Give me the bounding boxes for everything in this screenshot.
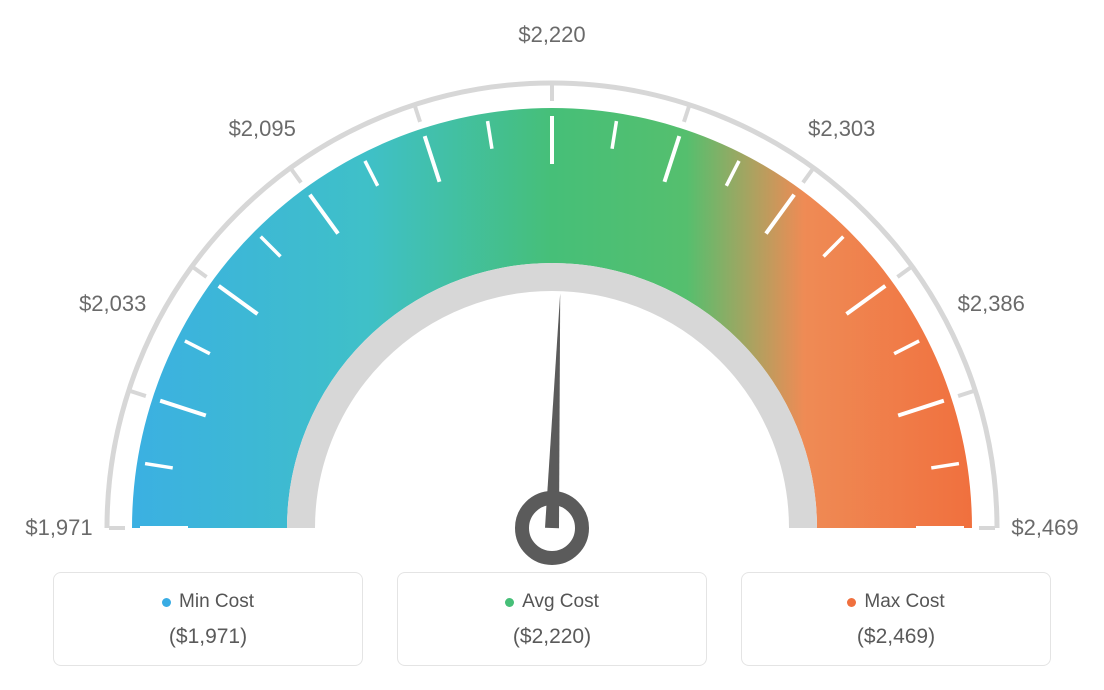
- gauge-chart: $1,971 $2,033 $2,095 $2,220 $2,303 $2,386 $2,4…: [0, 0, 1104, 560]
- dot-icon: [505, 598, 514, 607]
- legend-title: Min Cost: [54, 591, 362, 613]
- legend-card-avg: Avg Cost ($2,220): [397, 572, 707, 666]
- legend-title: Max Cost: [742, 591, 1050, 613]
- gauge-tick-label: $2,386: [958, 291, 1025, 317]
- gauge-tick-label: $2,303: [808, 116, 875, 142]
- gauge-tick-label: $1,971: [25, 515, 92, 541]
- legend-value: ($2,220): [398, 625, 706, 649]
- legend-label: Min Cost: [179, 591, 254, 613]
- legend-label: Max Cost: [864, 591, 944, 613]
- dot-icon: [162, 598, 171, 607]
- gauge-tick-label: $2,469: [1011, 515, 1078, 541]
- gauge-svg: [0, 28, 1104, 588]
- legend-label: Avg Cost: [522, 591, 599, 613]
- gauge-tick-label: $2,220: [518, 22, 585, 48]
- dot-icon: [847, 598, 856, 607]
- legend-title: Avg Cost: [398, 591, 706, 613]
- legend-row: Min Cost ($1,971) Avg Cost ($2,220) Max …: [0, 572, 1104, 666]
- legend-value: ($2,469): [742, 625, 1050, 649]
- gauge-tick-label: $2,095: [229, 116, 296, 142]
- legend-card-min: Min Cost ($1,971): [53, 572, 363, 666]
- gauge-tick-label: $2,033: [79, 291, 146, 317]
- legend-value: ($1,971): [54, 625, 362, 649]
- legend-card-max: Max Cost ($2,469): [741, 572, 1051, 666]
